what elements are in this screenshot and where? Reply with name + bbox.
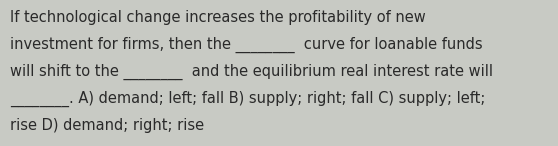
Text: ________. A) demand; left; fall B) supply; right; fall C) supply; left;: ________. A) demand; left; fall B) suppl… xyxy=(10,91,485,107)
Text: will shift to the ________  and the equilibrium real interest rate will: will shift to the ________ and the equil… xyxy=(10,64,493,80)
Text: investment for firms, then the ________  curve for loanable funds: investment for firms, then the ________ … xyxy=(10,37,483,53)
Text: rise D) demand; right; rise: rise D) demand; right; rise xyxy=(10,118,204,133)
Text: If technological change increases the profitability of new: If technological change increases the pr… xyxy=(10,10,426,25)
